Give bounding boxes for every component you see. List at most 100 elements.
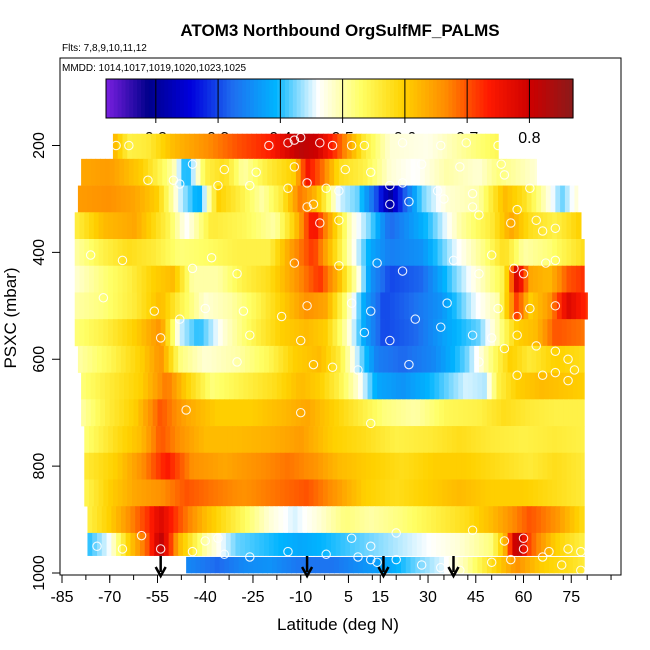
heatmap-cell <box>284 292 291 320</box>
heatmap-cell <box>566 426 572 454</box>
heatmap-cell <box>443 158 450 186</box>
heatmap-cell <box>550 185 557 213</box>
heatmap-cell <box>284 479 291 507</box>
heatmap-cell <box>474 532 480 556</box>
heatmap-cell <box>373 345 380 373</box>
heatmap-cell <box>518 292 525 320</box>
heatmap-cell <box>428 265 434 293</box>
sample-point <box>200 303 210 314</box>
heatmap-cell <box>302 506 308 534</box>
heatmap-cell <box>432 133 439 160</box>
heatmap-cell <box>426 345 432 373</box>
heatmap-cell <box>405 399 412 427</box>
heatmap-cell <box>251 479 257 507</box>
heatmap-cell <box>108 452 114 480</box>
heatmap-cell <box>396 158 402 186</box>
heatmap-cell <box>494 212 501 240</box>
heatmap-cell <box>275 452 281 480</box>
heatmap-cell <box>464 345 471 373</box>
heatmap-cell <box>208 452 214 480</box>
heatmap-cell <box>552 292 558 320</box>
sample-point <box>206 252 217 263</box>
heatmap-cell <box>318 292 324 320</box>
heatmap-cell <box>316 185 323 213</box>
heatmap-cell <box>437 426 444 454</box>
heatmap-cell <box>378 532 385 556</box>
heatmap-cell <box>160 452 167 480</box>
heatmap-cell <box>494 133 499 160</box>
heatmap-cell <box>499 452 506 480</box>
heatmap-cell <box>184 265 191 293</box>
heatmap-cell <box>103 452 109 480</box>
heatmap-cell <box>286 158 292 186</box>
heatmap-cell <box>434 399 440 427</box>
heatmap-cell <box>97 506 103 534</box>
heatmap-cell <box>389 479 396 507</box>
sample-point <box>372 557 382 568</box>
heatmap-cell <box>117 426 124 454</box>
heatmap-cell <box>451 479 458 507</box>
heatmap-cell <box>315 399 321 427</box>
heatmap-cell <box>490 133 496 160</box>
heatmap-cell <box>221 532 227 556</box>
heatmap-cell <box>256 452 262 480</box>
sample-point <box>308 359 319 370</box>
heatmap-cell <box>257 556 264 574</box>
heatmap-cell <box>179 426 186 454</box>
heatmap-cell <box>334 399 340 427</box>
heatmap-cell <box>525 372 531 400</box>
heatmap-cell <box>545 185 552 213</box>
heatmap-cell <box>528 426 534 454</box>
heatmap-cell <box>396 556 402 574</box>
heatmap-cell <box>420 372 426 400</box>
heatmap-cell <box>189 212 195 240</box>
heatmap-cell <box>369 345 375 373</box>
heatmap-cell <box>365 212 372 240</box>
x-tick-label: -70 <box>98 589 121 606</box>
heatmap-cell <box>574 506 580 534</box>
x-tick-label: 60 <box>515 589 533 606</box>
heatmap-cell <box>399 212 405 240</box>
heatmap-cell <box>214 158 221 186</box>
heatmap-cell <box>437 239 444 267</box>
heatmap-cell <box>517 532 523 556</box>
heatmap-cell <box>136 452 143 480</box>
heatmap-cell <box>326 506 332 534</box>
heatmap-cell <box>144 532 151 556</box>
colorbar-swatch <box>300 79 306 118</box>
sample-point <box>219 549 230 560</box>
heatmap-cell <box>542 239 549 267</box>
heatmap-cell <box>424 372 431 400</box>
heatmap-cell <box>523 452 529 480</box>
heatmap-cell <box>313 133 319 160</box>
heatmap-cell <box>571 479 577 507</box>
heatmap-cell <box>389 319 396 347</box>
heatmap-cell <box>533 426 539 454</box>
heatmap-cell <box>132 426 138 454</box>
heatmap-cell <box>506 372 512 400</box>
sample-point <box>569 365 580 375</box>
heatmap-cell <box>547 212 553 240</box>
heatmap-cell <box>92 532 98 556</box>
heatmap-cell <box>542 479 549 507</box>
heatmap-cell <box>260 133 267 160</box>
heatmap-cell <box>504 479 510 507</box>
colorbar-swatch <box>362 79 368 118</box>
heatmap-cell <box>423 452 429 480</box>
colorbar-swatch <box>148 79 154 118</box>
sample-point <box>365 418 376 429</box>
heatmap-cell <box>412 185 418 213</box>
heatmap-cell <box>437 212 444 240</box>
heatmap-cell <box>230 532 237 556</box>
heatmap-cell <box>370 319 377 347</box>
heatmap-cell <box>160 265 167 293</box>
heatmap-cell <box>200 158 206 186</box>
heatmap-cell <box>98 479 105 507</box>
heatmap-cell <box>89 426 95 454</box>
heatmap-cell <box>190 399 197 427</box>
sample-point <box>544 546 554 557</box>
heatmap-cell <box>189 452 195 480</box>
heatmap-cell <box>241 292 248 320</box>
sample-point <box>289 162 300 172</box>
heatmap-cell <box>528 479 534 507</box>
